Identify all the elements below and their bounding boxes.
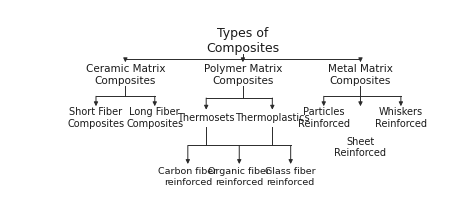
- Text: Types of
Composites: Types of Composites: [206, 27, 280, 55]
- Text: Organic fiber
reinforced: Organic fiber reinforced: [208, 167, 270, 187]
- Text: Long Fiber
Composites: Long Fiber Composites: [126, 108, 183, 129]
- Text: Ceramic Matrix
Composites: Ceramic Matrix Composites: [86, 64, 165, 86]
- Text: Sheet
Reinforced: Sheet Reinforced: [335, 137, 386, 158]
- Text: Thermosets: Thermosets: [177, 113, 235, 123]
- Text: Particles
Reinforced: Particles Reinforced: [298, 108, 350, 129]
- Text: Glass fiber
reinforced: Glass fiber reinforced: [265, 167, 316, 187]
- Text: Polymer Matrix
Composites: Polymer Matrix Composites: [204, 64, 282, 86]
- Text: Carbon fiber
reinforced: Carbon fiber reinforced: [158, 167, 218, 187]
- Text: Thermoplastics: Thermoplastics: [235, 113, 310, 123]
- Text: Metal Matrix
Composites: Metal Matrix Composites: [328, 64, 393, 86]
- Text: Short Fiber
Composites: Short Fiber Composites: [67, 108, 125, 129]
- Text: Whiskers
Reinforced: Whiskers Reinforced: [375, 108, 427, 129]
